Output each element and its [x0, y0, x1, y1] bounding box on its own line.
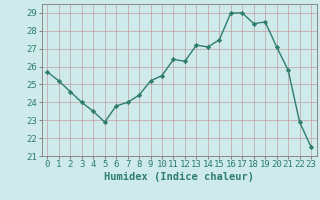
X-axis label: Humidex (Indice chaleur): Humidex (Indice chaleur) [104, 172, 254, 182]
